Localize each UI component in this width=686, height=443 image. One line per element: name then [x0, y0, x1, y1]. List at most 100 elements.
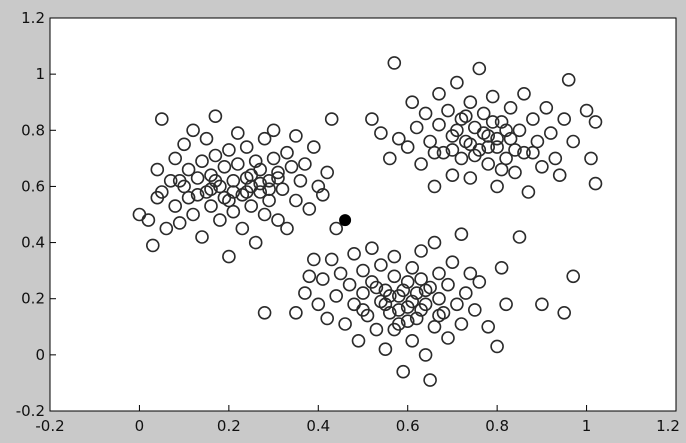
data-point [356, 303, 370, 317]
data-point [543, 126, 558, 140]
y-tick-label: 0.8 [21, 121, 45, 139]
data-point [289, 305, 303, 320]
data-point [262, 174, 276, 188]
data-point [432, 266, 446, 281]
data-point [441, 331, 455, 345]
data-point [244, 199, 258, 213]
data-point [409, 311, 424, 326]
data-point [329, 289, 344, 303]
data-point [289, 193, 303, 208]
data-point [476, 106, 491, 121]
data-point [485, 115, 500, 129]
data-point [512, 123, 527, 138]
data-point [423, 373, 437, 387]
data-point [253, 185, 268, 199]
data-point [190, 188, 205, 202]
data-point [463, 137, 478, 152]
data-point [298, 157, 312, 171]
data-point [391, 303, 406, 317]
data-point [204, 199, 218, 213]
x-tick-label: 0.4 [306, 417, 330, 435]
data-point [405, 95, 420, 109]
data-point [454, 317, 469, 331]
data-point [463, 95, 478, 109]
data-point [155, 112, 169, 126]
data-point [405, 294, 420, 309]
data-point [302, 202, 317, 216]
data-point [159, 221, 174, 236]
data-point [280, 145, 294, 160]
data-point [450, 297, 464, 312]
data-point [382, 289, 397, 303]
data-point [566, 134, 581, 149]
data-point [409, 286, 424, 300]
data-point [588, 176, 603, 191]
data-point [432, 117, 446, 132]
data-point [177, 137, 191, 152]
data-point [508, 143, 522, 157]
data-point [222, 193, 236, 208]
data-point [172, 216, 187, 230]
data-point [400, 275, 415, 289]
x-tick-label: 0.2 [217, 417, 241, 435]
y-tick-label: 1 [35, 65, 45, 83]
data-point [490, 131, 504, 146]
data-point [195, 154, 209, 168]
data-point [499, 297, 513, 312]
data-point [561, 73, 576, 87]
data-point [280, 221, 294, 236]
data-point [512, 230, 527, 244]
data-point [521, 185, 536, 199]
data-point [427, 319, 442, 334]
data-point [445, 143, 460, 157]
data-point [499, 123, 513, 138]
data-point [548, 151, 563, 166]
data-point [396, 283, 411, 298]
data-point [347, 247, 361, 261]
data-point [526, 145, 540, 160]
y-tick-label: 1.2 [21, 9, 45, 27]
data-point [490, 179, 504, 194]
data-point [315, 188, 330, 202]
data-point [356, 286, 370, 300]
data-point [476, 126, 491, 140]
data-point [485, 89, 500, 104]
data-point [266, 123, 281, 138]
data-point [213, 213, 227, 227]
data-point [441, 277, 455, 292]
data-point [467, 148, 482, 163]
data-point [231, 157, 245, 171]
data-point [257, 305, 272, 320]
data-point [445, 168, 460, 182]
data-point [566, 269, 581, 284]
data-point [172, 174, 187, 188]
data-point [405, 333, 420, 348]
data-point [329, 221, 344, 236]
data-point [293, 174, 308, 188]
data-point [382, 151, 397, 166]
data-point [458, 286, 473, 300]
data-point [557, 112, 572, 126]
x-tick-label: 1.2 [656, 417, 680, 435]
y-tick-label: 0 [35, 346, 45, 364]
data-point [481, 140, 496, 154]
data-point [284, 160, 299, 174]
data-point [454, 227, 469, 241]
data-point [530, 134, 545, 149]
data-point [306, 252, 321, 267]
data-point [584, 151, 598, 166]
data-point [508, 165, 522, 180]
data-point [427, 235, 442, 250]
data-point [181, 190, 196, 205]
data-point [387, 269, 402, 284]
data-point [441, 103, 455, 118]
data-points [132, 56, 603, 387]
data-point [481, 319, 496, 334]
data-point [302, 269, 317, 284]
data-point [409, 120, 424, 135]
data-point [378, 297, 393, 312]
data-point [400, 140, 415, 154]
data-point [298, 286, 312, 300]
